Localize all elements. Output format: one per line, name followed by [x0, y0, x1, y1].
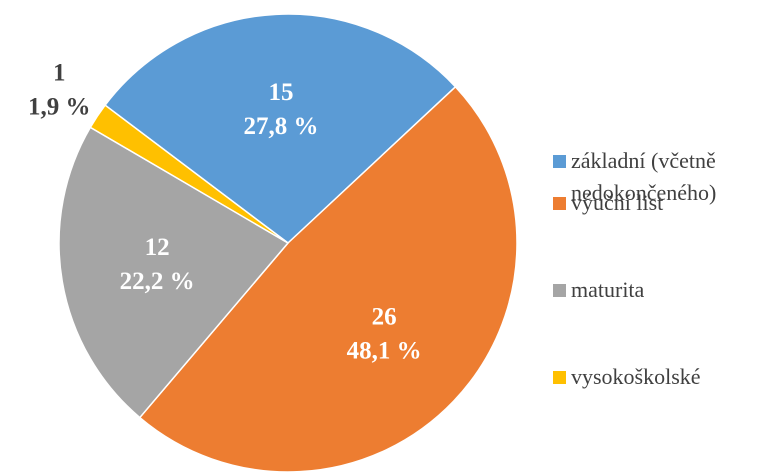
legend-swatch	[553, 155, 566, 168]
legend-label: maturita	[571, 277, 645, 302]
legend-swatch	[553, 371, 566, 384]
slice-percent-label: 22,2 %	[120, 268, 195, 295]
slice-percent-label: 27,8 %	[244, 113, 319, 140]
legend-label: základní (včetně nedokončeného)	[571, 148, 717, 205]
slice-value-label: 12	[145, 234, 170, 261]
slice-value-label: 26	[372, 303, 397, 330]
legend-label: vysokoškolské	[571, 364, 701, 389]
legend-swatch	[553, 197, 566, 210]
pie-slice	[104, 13, 457, 244]
legend-swatch	[553, 284, 566, 297]
pie-slice	[138, 85, 518, 473]
legend-item: maturita	[553, 274, 768, 306]
legend-item: základní (včetně nedokončeného)	[553, 145, 768, 209]
legend-label: výuční list	[571, 190, 664, 215]
slice-value-label: 15	[269, 79, 294, 106]
slice-value-label: 1	[53, 59, 66, 86]
legend-item: výuční list	[553, 187, 768, 219]
slice-percent-label: 1,9 %	[28, 93, 91, 120]
pie-slice	[58, 126, 290, 419]
legend-item: vysokoškolské	[553, 361, 768, 393]
pie-slice	[89, 104, 289, 244]
slice-percent-label: 48,1 %	[347, 337, 422, 364]
